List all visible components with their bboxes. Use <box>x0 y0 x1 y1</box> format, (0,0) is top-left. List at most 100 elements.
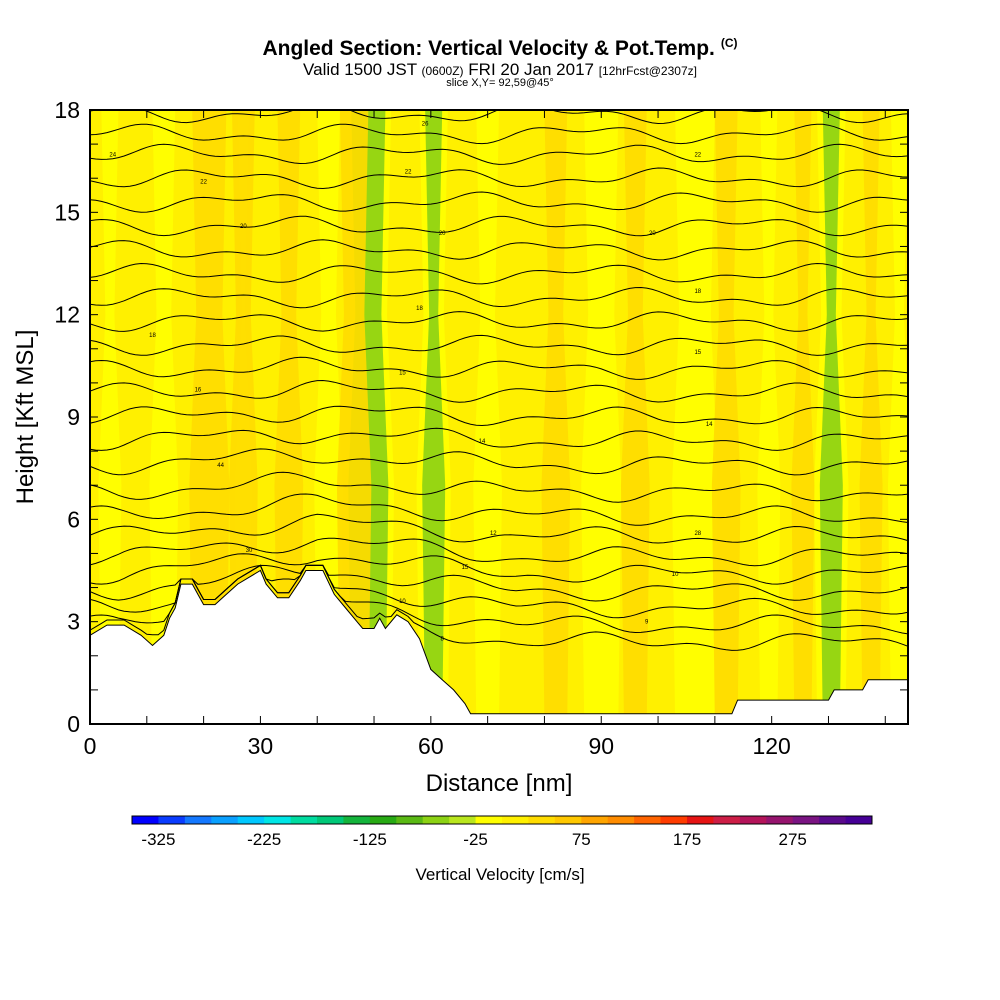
copyright-mark: (C) <box>720 36 738 50</box>
colorbar-swatch <box>184 816 212 824</box>
updraft-band <box>620 110 650 724</box>
colorbar-swatch <box>290 816 318 824</box>
updraft-band <box>791 110 815 724</box>
theta-isoline <box>90 564 908 619</box>
colorbar-swatch <box>132 816 159 824</box>
downdraft-band <box>887 110 908 724</box>
updraft-band <box>541 110 571 724</box>
downdraft-band <box>149 110 179 724</box>
theta-label: 15 <box>694 350 701 356</box>
colorbar-swatch <box>475 816 503 824</box>
theta-isoline <box>90 405 908 427</box>
x-axis-label: Distance [nm] <box>426 770 573 797</box>
theta-isoline <box>90 553 908 585</box>
theta-isoline <box>90 427 908 451</box>
theta-label: 9 <box>645 620 649 626</box>
theta-isoline <box>90 262 908 285</box>
theta-isoline <box>90 537 908 567</box>
chart-subtitle: Valid 1500 JST (0600Z) FRI 20 Jan 2017 [… <box>0 60 1000 80</box>
theta-isoline <box>90 471 908 503</box>
x-tick-label: 0 <box>84 733 97 759</box>
theta-label: 14 <box>706 422 713 428</box>
colorbar-tick-label: -25 <box>463 830 488 849</box>
updraft-band <box>189 110 230 724</box>
colorbar-label: Vertical Velocity [cm/s] <box>415 865 584 884</box>
y-tick-label: 3 <box>67 609 80 635</box>
colorbar-swatch <box>554 816 582 824</box>
theta-label: 18 <box>149 333 156 339</box>
theta-label: 10 <box>672 572 679 578</box>
y-tick-labels: 0 3 6 9 12 15 18 <box>54 97 80 737</box>
x-tick-labels: 0 30 60 90 120 <box>84 733 791 759</box>
theta-isoline <box>90 110 908 125</box>
colorbar-swatch <box>766 816 794 824</box>
y-tick-label: 18 <box>54 97 80 123</box>
theta-label: 44 <box>217 463 224 469</box>
colorbar-swatch <box>607 816 635 824</box>
theta-isoline <box>90 286 908 309</box>
forecast-info: [12hrFcst@2307z] <box>598 64 697 78</box>
colorbar-swatch <box>502 816 529 824</box>
colorbar-swatch <box>819 816 847 824</box>
colorbar-swatch <box>634 816 662 824</box>
downdraft-band <box>672 110 718 724</box>
colorbar-tick-label: -325 <box>141 830 175 849</box>
plot-frame <box>89 109 909 725</box>
theta-label: 22 <box>200 180 207 186</box>
colorbar-swatch <box>739 816 767 824</box>
valid-utc: (0600Z) <box>421 64 464 78</box>
colorbar-frame <box>131 815 873 825</box>
colorbar-tick-label: -125 <box>353 830 387 849</box>
theta-label: 26 <box>422 122 429 128</box>
theta-label: 18 <box>416 306 423 312</box>
colorbar-tick-label: 275 <box>779 830 807 849</box>
colorbar-swatch <box>264 816 292 824</box>
theta-label: 12 <box>490 531 497 537</box>
colorbar-swatch <box>581 816 609 824</box>
theta-isoline <box>90 513 908 544</box>
theta-isoline <box>90 167 908 190</box>
y-tick-label: 9 <box>67 404 80 430</box>
downdraft-band <box>473 110 502 724</box>
theta-label: 10 <box>399 599 406 605</box>
downdraft-band <box>581 110 622 724</box>
slice-info: slice X,Y= 92,59@45° <box>446 77 554 89</box>
theta-label: 15 <box>462 565 469 571</box>
downdraft-band <box>757 110 781 724</box>
y-tick-label: 12 <box>54 302 80 328</box>
theta-isoline <box>90 356 908 380</box>
colorbar-swatch <box>792 816 820 824</box>
theta-label: 28 <box>694 531 701 537</box>
colorbar-swatch <box>211 816 239 824</box>
theta-isoline <box>90 215 908 237</box>
colorbar-tick-label: -225 <box>247 830 281 849</box>
terrain <box>90 569 908 724</box>
theta-label: 16 <box>195 388 202 394</box>
theta-isoline <box>90 311 908 332</box>
colorbar-swatch <box>343 816 371 824</box>
x-tick-label: 60 <box>418 733 444 759</box>
chart-title-text: Angled Section: Vertical Velocity & Pot.… <box>262 37 715 60</box>
colorbar-swatch <box>845 816 873 824</box>
theta-isoline <box>90 493 908 526</box>
colorbar-swatch <box>660 816 688 824</box>
colorbar-tick-label: 175 <box>673 830 701 849</box>
updraft-band <box>336 110 372 724</box>
valid-time: Valid 1500 JST <box>303 60 417 79</box>
colorbar-swatch <box>422 816 450 824</box>
colorbar-swatch <box>449 816 477 824</box>
theta-label: 20 <box>649 231 656 237</box>
theta-isoline <box>90 123 908 145</box>
theta-label: 20 <box>240 224 247 230</box>
theta-isoline <box>90 448 908 476</box>
theta-label: 20 <box>439 231 446 237</box>
valid-date: FRI 20 Jan 2017 <box>468 60 594 79</box>
chart-title: Angled Section: Vertical Velocity & Pot.… <box>0 36 1000 61</box>
y-tick-label: 6 <box>67 506 80 532</box>
strong-downdraft-band <box>422 110 446 724</box>
colorbar-swatch <box>237 816 265 824</box>
theta-label: 24 <box>109 152 116 158</box>
theta-isoline <box>90 379 908 403</box>
theta-label: 15 <box>399 371 406 377</box>
